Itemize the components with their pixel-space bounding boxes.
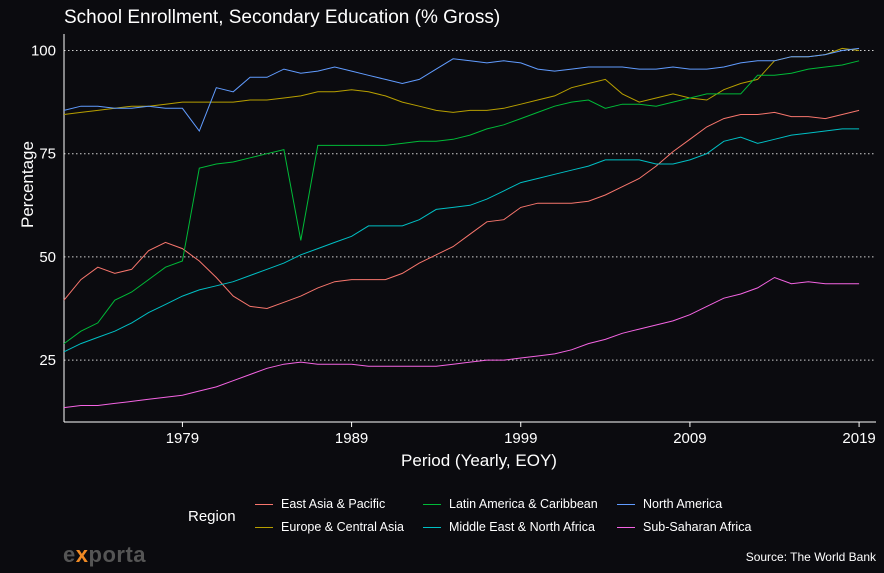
y-tick-label: 50 xyxy=(39,249,56,266)
y-tick-label: 75 xyxy=(39,146,56,163)
legend-label: Latin America & Caribbean xyxy=(449,497,598,511)
series-line xyxy=(63,60,860,345)
gridlines xyxy=(64,50,876,361)
x-tick-label: 1999 xyxy=(504,430,537,447)
source-note: Source: The World Bank xyxy=(745,550,876,564)
legend-item: Sub-Saharan Africa xyxy=(617,520,751,534)
chart-title: School Enrollment, Secondary Education (… xyxy=(64,7,501,28)
legend-item: Latin America & Caribbean xyxy=(423,497,598,511)
legend-swatch xyxy=(617,526,635,528)
x-tick-label: 1989 xyxy=(335,430,368,447)
axes xyxy=(63,34,876,427)
y-tick-label: 25 xyxy=(39,352,56,369)
legend-label: East Asia & Pacific xyxy=(281,497,386,511)
logo-part: porta xyxy=(88,542,146,567)
logo-accent: x xyxy=(75,542,89,567)
x-tick-label: 2019 xyxy=(842,430,875,447)
legend-label: Europe & Central Asia xyxy=(281,520,404,534)
legend-swatch xyxy=(255,503,273,505)
x-axis-label: Period (Yearly, EOY) xyxy=(401,451,557,470)
y-axis-label: Percentage xyxy=(18,141,37,228)
series-line xyxy=(63,47,860,115)
exporta-logo: exporta xyxy=(63,542,146,568)
legend-swatch xyxy=(617,503,635,505)
tick-labels: 25 50 75 100 1979 1989 1999 2009 2019 xyxy=(31,43,876,447)
series-lines xyxy=(63,47,860,409)
legend-swatch xyxy=(423,503,441,505)
legend-label: Sub-Saharan Africa xyxy=(643,520,752,534)
legend-label: Middle East & North Africa xyxy=(449,520,595,534)
legend-item: North America xyxy=(617,497,722,511)
series-line xyxy=(63,109,860,310)
x-tick-label: 1979 xyxy=(166,430,199,447)
x-tick-label: 2009 xyxy=(673,430,706,447)
legend-item: Europe & Central Asia xyxy=(255,520,404,534)
legend-item: Middle East & North Africa xyxy=(423,520,595,534)
logo-part: e xyxy=(63,542,76,567)
series-line xyxy=(63,128,860,353)
legend-title: Region xyxy=(188,508,236,525)
legend-item: East Asia & Pacific xyxy=(255,497,385,511)
legend-swatch xyxy=(423,526,441,528)
legend-label: North America xyxy=(643,497,723,511)
series-line xyxy=(63,47,860,133)
legend-swatch xyxy=(255,526,273,528)
series-line xyxy=(63,276,860,409)
y-tick-label: 100 xyxy=(31,43,56,60)
